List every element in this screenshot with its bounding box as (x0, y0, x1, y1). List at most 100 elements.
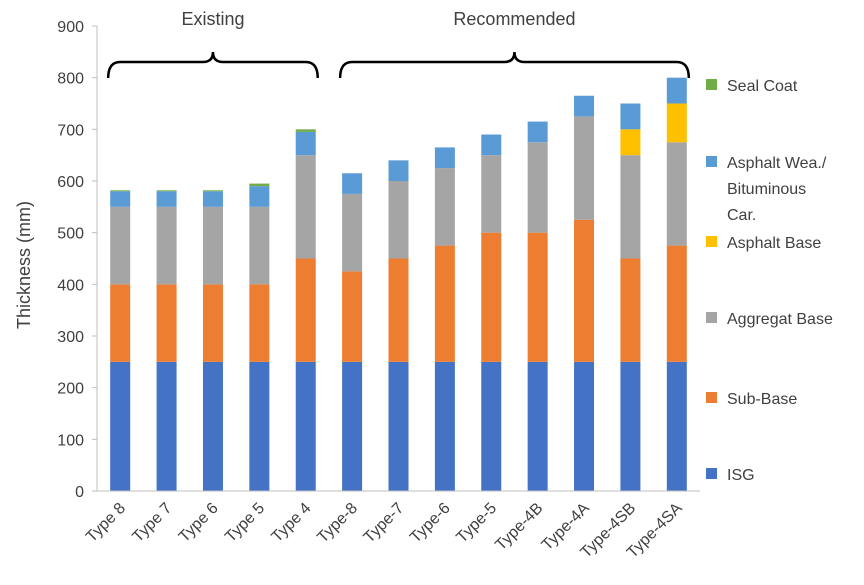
x-tick-label: Type-6 (407, 500, 454, 547)
bar-segment (434, 147, 455, 169)
bar-segment (202, 284, 223, 362)
legend-swatch (706, 156, 717, 167)
bar-segment (620, 361, 641, 491)
bar-segment (295, 155, 316, 259)
x-tick-label: Type 4 (269, 500, 315, 546)
legend: Seal Coat Asphalt Wea./Bituminous Car. Asph… (706, 78, 833, 484)
bar-segment (342, 361, 363, 491)
bar-segment (666, 361, 687, 491)
y-tick-label: 400 (57, 277, 84, 294)
bar-segment (156, 191, 177, 207)
y-tick-label: 500 (57, 226, 84, 243)
legend-label: Asphalt Base (727, 235, 821, 252)
bar-segment (481, 134, 502, 156)
legend-swatch (706, 392, 717, 403)
x-tick-label: Type-7 (361, 500, 408, 547)
y-tick-label: 600 (57, 174, 84, 191)
bar-segment (249, 186, 270, 207)
bar-segment (110, 191, 131, 207)
bar-segment (388, 181, 409, 259)
bar-segment (295, 129, 316, 132)
bar-segment (202, 361, 223, 491)
x-tick-label: Type 8 (83, 500, 129, 546)
x-tick-label: Type 5 (222, 500, 268, 546)
bar-segment (574, 361, 595, 491)
bar-segment (574, 95, 595, 117)
bar-segment (620, 155, 641, 259)
bar-segment (342, 193, 363, 272)
y-tick-label: 0 (75, 484, 84, 501)
bar-segment (295, 131, 316, 156)
bar-segment (434, 168, 455, 246)
bar-segment (666, 103, 687, 143)
legend-swatch (706, 312, 717, 323)
y-tick-label: 800 (57, 71, 84, 88)
bar-segment (574, 116, 595, 220)
bar-segment (481, 155, 502, 233)
bar-segment (620, 258, 641, 362)
legend-swatch (706, 468, 717, 479)
bar-segment (342, 173, 363, 194)
group-label: Existing (181, 9, 244, 29)
y-tick-label: 700 (57, 122, 84, 139)
bar-segment (156, 206, 177, 285)
legend-label: Aggregat Base (727, 311, 833, 328)
bar-segment (202, 206, 223, 285)
x-tick-label: Type-5 (453, 500, 500, 547)
bar-segment (666, 245, 687, 362)
bar-segment (110, 284, 131, 362)
bar-segment (481, 361, 502, 491)
axes: 0 100 200 300 400 500 600 700 800 900 Type 8 Type 7… (57, 19, 700, 562)
y-tick-label: 100 (57, 432, 84, 449)
bar-segment (527, 361, 548, 491)
bar-segment (388, 361, 409, 491)
bar-segment (295, 361, 316, 491)
bar-segment (574, 219, 595, 362)
bar-segment (156, 361, 177, 491)
bar-segment (620, 103, 641, 130)
bar-segment (110, 206, 131, 285)
bar-segment (481, 232, 502, 362)
group-brackets: Existing Recommended (106, 9, 691, 79)
bar-segment (620, 129, 641, 156)
bar-segment (156, 284, 177, 362)
group-bracket (338, 51, 691, 79)
bar-segment (295, 258, 316, 362)
y-tick-label: 900 (57, 19, 84, 36)
legend-label: Seal Coat (727, 78, 798, 95)
bar-segment (434, 361, 455, 491)
bar-segment (434, 245, 455, 362)
bar-segment (110, 361, 131, 491)
group-label: Recommended (453, 9, 575, 29)
y-tick-label: 200 (57, 381, 84, 398)
bar-segment (666, 77, 687, 104)
bar-segment (249, 284, 270, 362)
bar-segment (110, 190, 131, 192)
x-tick-label: Type-8 (314, 500, 361, 547)
bar-segment (202, 190, 223, 192)
bar-segment (527, 121, 548, 143)
x-tick-label: Type 6 (176, 500, 222, 546)
bar-segment (527, 232, 548, 362)
legend-label: ISG (727, 467, 755, 484)
legend-label: Sub-Base (727, 391, 797, 408)
bars (110, 77, 687, 491)
bar-segment (388, 160, 409, 181)
legend-swatch (706, 236, 717, 247)
bar-segment (342, 271, 363, 362)
bar-segment (249, 206, 270, 285)
legend-label: Asphalt Wea./Bituminous Car. (727, 155, 827, 224)
group-bracket (106, 51, 319, 79)
x-tick-label: Type-4B (492, 500, 546, 554)
bar-segment (202, 191, 223, 207)
bar-segment (666, 142, 687, 246)
y-tick-label: 300 (57, 329, 84, 346)
legend-swatch (706, 79, 717, 90)
bar-segment (249, 361, 270, 491)
bar-segment (388, 258, 409, 362)
bar-segment (527, 142, 548, 233)
x-tick-label: Type 7 (129, 500, 175, 546)
bar-segment (249, 183, 270, 187)
y-axis-title: Thickness (mm) (14, 201, 34, 329)
